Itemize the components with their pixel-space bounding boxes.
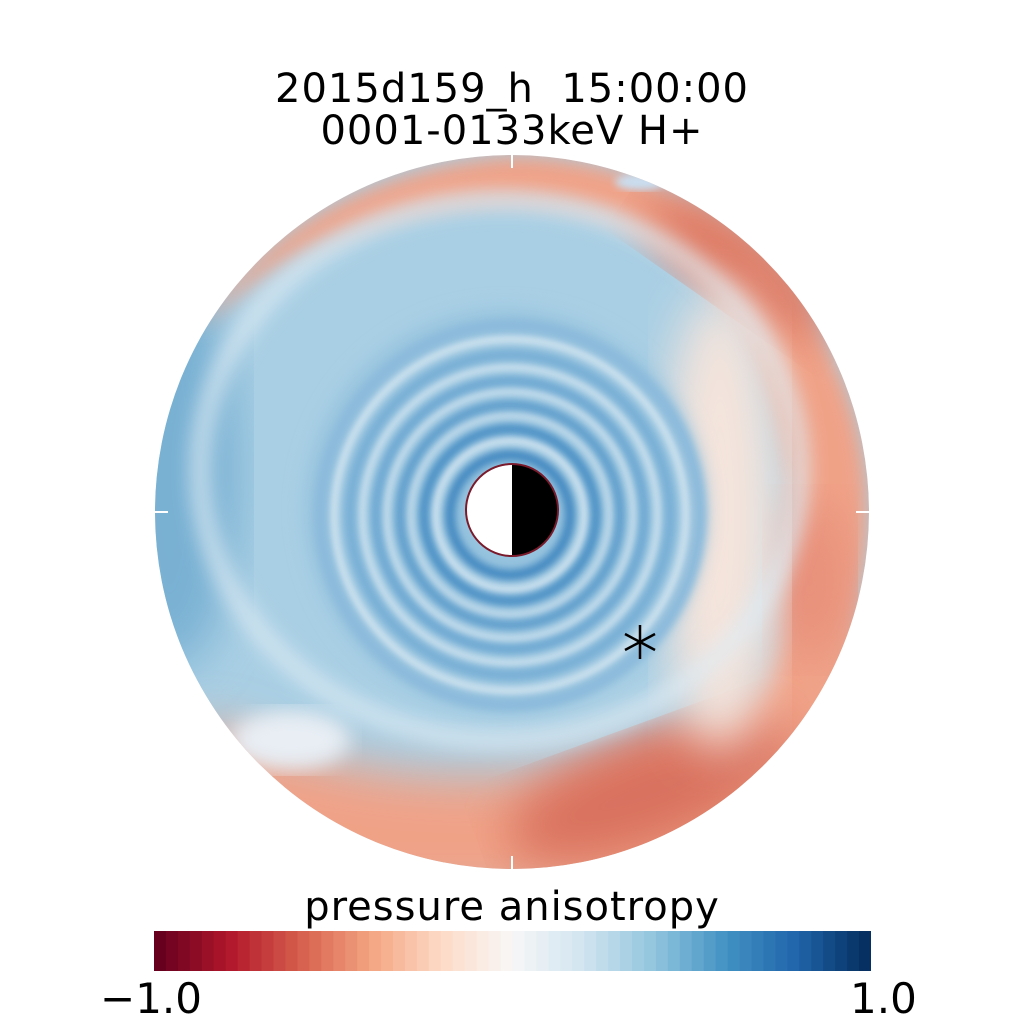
colorbar-cell: [655, 931, 669, 971]
colorbar-cell: [404, 931, 418, 971]
colorbar-cell: [536, 931, 549, 971]
small-blue-patch: [615, 174, 665, 190]
colorbar-cell: [333, 931, 346, 971]
colorbar: [154, 931, 871, 971]
colorbar-cell: [620, 931, 633, 971]
colorbar-cell: [321, 931, 334, 971]
colorbar-cell: [393, 931, 406, 971]
heatmap-ring: [371, 376, 649, 654]
colorbar-cell: [715, 931, 729, 971]
lower-left-white-patch: [230, 710, 350, 770]
colorbar-cell: [667, 931, 681, 971]
colorbar-cell: [512, 931, 526, 971]
colorbar-cell: [584, 931, 597, 971]
colorbar-cell: [345, 931, 358, 971]
colorbar-cell: [297, 931, 310, 971]
colorbar-cell: [273, 931, 287, 971]
colorbar-cell: [608, 931, 621, 971]
heatmap-ring: [383, 388, 637, 642]
colorbar-cell: [703, 931, 717, 971]
colorbar-cell: [476, 931, 490, 971]
concentric-rings: [314, 319, 706, 711]
heatmap-ring: [359, 364, 661, 666]
colorbar-cell: [751, 931, 765, 971]
colorbar-cell: [560, 931, 573, 971]
heatmap-ring: [331, 336, 689, 694]
colorbar-cell: [835, 931, 848, 971]
colorbar-cell: [799, 931, 812, 971]
colorbar-max-label: 1.0: [850, 974, 917, 1023]
colorbar-cell: [165, 931, 179, 971]
colorbar-cell: [763, 931, 776, 971]
colorbar-cell: [189, 931, 203, 971]
upper-red-zone: [647, 193, 833, 337]
colorbar-cell: [416, 931, 430, 971]
colorbar-cell: [679, 931, 693, 971]
colorbar-cell: [428, 931, 442, 971]
colorbar-cell: [440, 931, 454, 971]
colorbar-cell: [488, 931, 502, 971]
right-red-zone: [770, 500, 850, 660]
colorbar-cell: [775, 931, 788, 971]
colorbar-cell: [739, 931, 753, 971]
colorbar-cell: [643, 931, 657, 971]
colorbar-cell: [249, 931, 263, 971]
colorbar-cell: [225, 931, 239, 971]
heatmap-ring: [432, 437, 588, 593]
colorbar-cell: [213, 931, 227, 971]
heatmap-ring: [345, 350, 675, 680]
colorbar-cell: [823, 931, 836, 971]
colorbar-cell: [381, 931, 394, 971]
left-blue-region: [155, 270, 240, 670]
outer-white-ring: [193, 193, 807, 747]
colorbar-cell: [691, 931, 705, 971]
heatmap-ring: [407, 412, 613, 618]
colorbar-cell: [632, 931, 645, 971]
heatmap-ring: [445, 450, 575, 580]
colorbar-cell: [201, 931, 215, 971]
colorbar-cell: [464, 931, 478, 971]
lower-red-zone: [507, 717, 793, 863]
colorbar-cell: [572, 931, 585, 971]
colorbar-cell: [261, 931, 275, 971]
colorbar-cell: [285, 931, 298, 971]
plot-title-line-1: 2015d159_h 15:00:00: [275, 66, 749, 112]
colorbar-cell: [452, 931, 466, 971]
colorbar-cell: [177, 931, 191, 971]
colorbar-cell: [154, 931, 167, 971]
axis-ticks: [155, 155, 869, 869]
colorbar-cell: [727, 931, 741, 971]
asterisk-marker: [624, 625, 656, 659]
plot-title-line-2: 0001-0133keV H+: [320, 108, 704, 154]
colorbar-cell: [369, 931, 382, 971]
colorbar-cell: [237, 931, 251, 971]
earth-marker: [465, 463, 559, 557]
colorbar-cell: [500, 931, 514, 971]
colorbar-cell: [787, 931, 800, 971]
colorbar-cell: [847, 931, 860, 971]
colorbar-cell: [524, 931, 537, 971]
colorbar-cell: [357, 931, 370, 971]
heatmap-ring: [419, 424, 601, 606]
colorbar-cell: [309, 931, 322, 971]
colorbar-label: pressure anisotropy: [304, 884, 720, 930]
heatmap-ring: [395, 400, 625, 630]
colorbar-cell: [811, 931, 824, 971]
heatmap-ring: [314, 319, 706, 711]
colorbar-cell: [859, 931, 871, 971]
colorbar-cell: [548, 931, 561, 971]
colorbar-cell: [596, 931, 609, 971]
transition-zone: [660, 290, 780, 750]
colorbar-min-label: −1.0: [100, 974, 202, 1023]
